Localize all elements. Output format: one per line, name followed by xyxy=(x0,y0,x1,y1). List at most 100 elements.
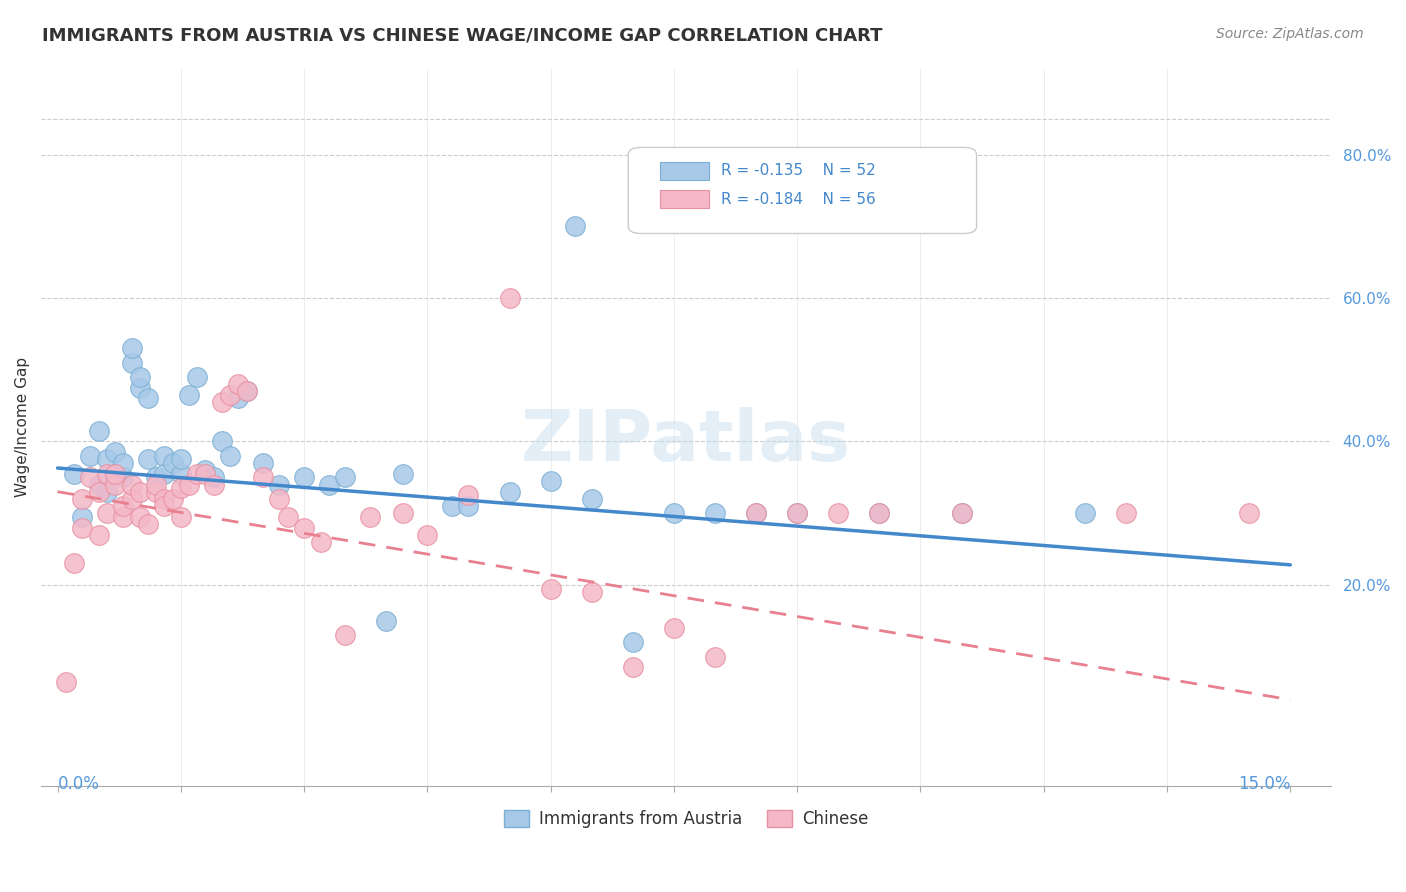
Point xyxy=(162,456,184,470)
Point xyxy=(202,477,225,491)
Point xyxy=(170,509,193,524)
Text: R = -0.135    N = 52: R = -0.135 N = 52 xyxy=(721,163,876,178)
Point xyxy=(112,470,135,484)
Point xyxy=(121,356,143,370)
Point xyxy=(104,467,127,481)
Point xyxy=(318,477,340,491)
Point xyxy=(121,341,143,355)
Point xyxy=(104,467,127,481)
Point xyxy=(540,474,562,488)
Point xyxy=(112,456,135,470)
Point xyxy=(662,621,685,635)
Point xyxy=(153,449,176,463)
Point xyxy=(416,527,439,541)
Point xyxy=(786,506,808,520)
Point xyxy=(55,674,77,689)
Point xyxy=(104,477,127,491)
Point xyxy=(252,456,274,470)
Point xyxy=(186,467,208,481)
Point xyxy=(153,499,176,513)
Point xyxy=(745,506,768,520)
Point xyxy=(211,395,233,409)
Point xyxy=(564,219,586,234)
Point xyxy=(540,582,562,596)
Point xyxy=(277,509,299,524)
Point xyxy=(70,520,93,534)
Point xyxy=(121,491,143,506)
Point xyxy=(309,535,332,549)
Point xyxy=(581,585,603,599)
Point xyxy=(162,491,184,506)
Point xyxy=(498,291,520,305)
Point xyxy=(177,388,200,402)
Point xyxy=(391,467,413,481)
Point xyxy=(252,470,274,484)
Bar xyxy=(661,161,710,179)
Point xyxy=(235,384,257,399)
Point xyxy=(581,491,603,506)
Point xyxy=(335,470,357,484)
Point xyxy=(128,381,150,395)
Y-axis label: Wage/Income Gap: Wage/Income Gap xyxy=(15,357,30,497)
Point xyxy=(104,445,127,459)
Legend: Immigrants from Austria, Chinese: Immigrants from Austria, Chinese xyxy=(498,804,875,835)
Point xyxy=(121,477,143,491)
Point xyxy=(269,491,291,506)
Point xyxy=(335,628,357,642)
Point xyxy=(128,509,150,524)
Point xyxy=(219,449,242,463)
Point xyxy=(96,452,118,467)
Point xyxy=(70,509,93,524)
Point xyxy=(1237,506,1260,520)
Point xyxy=(128,484,150,499)
Point xyxy=(868,506,890,520)
Text: ZIPatlas: ZIPatlas xyxy=(522,407,851,476)
Text: 15.0%: 15.0% xyxy=(1237,775,1291,793)
Point xyxy=(87,477,110,491)
Point xyxy=(136,516,159,531)
Point xyxy=(202,470,225,484)
Point xyxy=(219,388,242,402)
Point xyxy=(621,635,644,649)
Point xyxy=(359,509,381,524)
Point xyxy=(950,506,973,520)
Point xyxy=(79,449,101,463)
Point xyxy=(704,506,727,520)
Point xyxy=(621,660,644,674)
Point xyxy=(153,491,176,506)
Point xyxy=(128,370,150,384)
Text: 0.0%: 0.0% xyxy=(58,775,100,793)
Point xyxy=(211,434,233,449)
Point xyxy=(292,470,315,484)
Point xyxy=(745,506,768,520)
FancyBboxPatch shape xyxy=(628,147,977,234)
Point xyxy=(269,477,291,491)
Point xyxy=(950,506,973,520)
Point xyxy=(136,392,159,406)
Point xyxy=(440,499,463,513)
Text: R = -0.184    N = 56: R = -0.184 N = 56 xyxy=(721,192,876,207)
Point xyxy=(145,484,167,499)
Point xyxy=(375,614,398,628)
Point xyxy=(145,470,167,484)
Point xyxy=(136,452,159,467)
Point xyxy=(112,509,135,524)
Point xyxy=(228,392,250,406)
Point xyxy=(79,470,101,484)
Point xyxy=(112,499,135,513)
Point xyxy=(177,477,200,491)
Point xyxy=(292,520,315,534)
Point xyxy=(170,452,193,467)
Point xyxy=(457,488,479,502)
Point xyxy=(827,506,849,520)
Point xyxy=(194,463,217,477)
Point xyxy=(228,377,250,392)
Point xyxy=(96,506,118,520)
Point xyxy=(145,477,167,491)
Point xyxy=(87,424,110,438)
Point xyxy=(1074,506,1097,520)
Point xyxy=(662,506,685,520)
Text: Source: ZipAtlas.com: Source: ZipAtlas.com xyxy=(1216,27,1364,41)
Point xyxy=(235,384,257,399)
Point xyxy=(704,649,727,664)
